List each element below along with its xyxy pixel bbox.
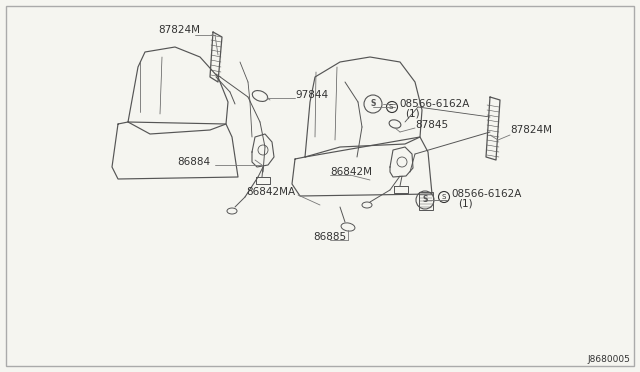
Text: 87824M: 87824M — [510, 125, 552, 135]
Bar — [419, 192, 433, 210]
Text: S: S — [422, 196, 428, 205]
Text: 86884: 86884 — [177, 157, 210, 167]
Text: 86885: 86885 — [314, 232, 347, 242]
Text: 97844: 97844 — [295, 90, 328, 100]
Text: 87845: 87845 — [415, 120, 448, 130]
Text: 86842MA: 86842MA — [246, 187, 295, 197]
Text: S: S — [371, 99, 376, 109]
Text: 86842M: 86842M — [330, 167, 372, 177]
Text: S: S — [442, 194, 446, 200]
Text: (1): (1) — [405, 109, 420, 119]
Text: 08566-6162A: 08566-6162A — [451, 189, 522, 199]
Text: 08566-6162A: 08566-6162A — [399, 99, 469, 109]
Text: S: S — [389, 104, 393, 110]
Text: J8680005: J8680005 — [587, 355, 630, 364]
Text: 87824M: 87824M — [158, 25, 200, 35]
Text: (1): (1) — [458, 199, 472, 209]
